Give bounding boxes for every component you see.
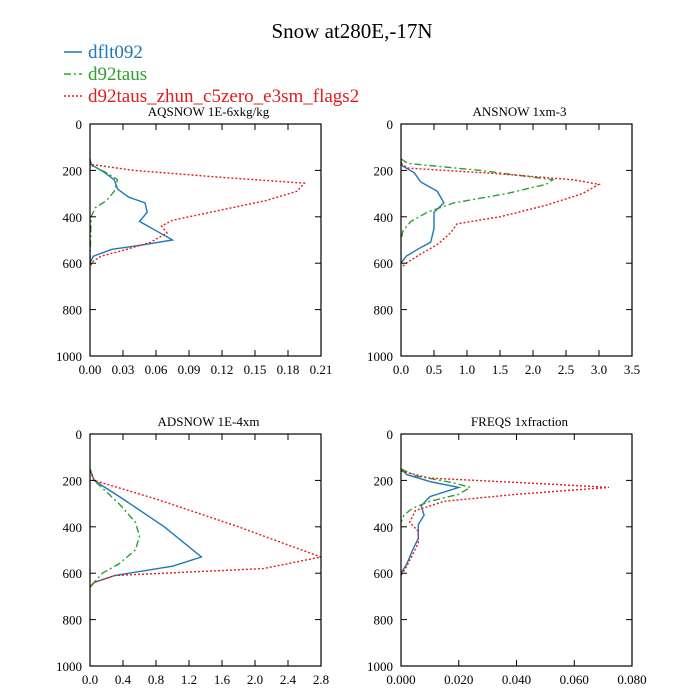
panel-frame-0 [89, 123, 322, 357]
y-tick-label-2-4: 800 [63, 613, 83, 628]
x-tick-label-2-7: 2.8 [313, 672, 329, 687]
x-tick-label-2-5: 2.0 [247, 672, 263, 687]
x-tick-label-0-0: 0.00 [79, 362, 102, 377]
panel-frame-3 [400, 433, 633, 667]
legend-label-0: dflt092 [88, 42, 143, 63]
x-tick-label-2-2: 0.8 [148, 672, 164, 687]
panel-frame-2 [89, 433, 322, 667]
y-tick-label-1-1: 200 [374, 163, 394, 178]
x-tick-label-2-6: 2.4 [280, 672, 297, 687]
panels-grid: AQSNOW 1E-6xkg/kg0.00 0.03 0.06 0.09 0.12 0.1… [56, 104, 647, 687]
x-tick-label-3-4: 0.080 [617, 672, 646, 687]
x-tick-label-3-0: 0.000 [386, 672, 415, 687]
y-tick-label-2-3: 600 [63, 566, 83, 581]
y-tick-label-0-4: 800 [63, 303, 83, 318]
series-line-1-1 [401, 158, 555, 241]
y-tick-label-3-4: 800 [374, 613, 394, 628]
panel-2: ADSNOW 1E-4xm 0.0 0.4 0.8 1.2 1.6 2.0 2.4 2.8 0 20… [56, 414, 329, 687]
x-tick-label-2-0: 0.0 [82, 672, 98, 687]
x-tick-label-0-2: 0.06 [145, 362, 168, 377]
x-tick-label-1-2: 1.0 [459, 362, 475, 377]
series-line-3-2 [401, 470, 609, 576]
x-tick-label-2-1: 0.4 [115, 672, 132, 687]
legend: dflt092d92tausd92taus_zhun_c5zero_e3sm_f… [64, 42, 359, 107]
x-tick-label-1-4: 2.0 [525, 362, 541, 377]
series-line-2-1 [90, 468, 141, 588]
y-tick-label-2-5: 1000 [56, 659, 82, 674]
x-tick-label-1-0: 0.0 [393, 362, 409, 377]
panel-title-2: ADSNOW 1E-4xm [158, 414, 260, 429]
series-line-0-2 [90, 160, 307, 269]
figure-title: Snow at280E,-17N [272, 19, 433, 43]
y-tick-label-0-5: 1000 [56, 349, 82, 364]
legend-label-2: d92taus_zhun_c5zero_e3sm_flags2 [88, 86, 359, 107]
series-line-2-2 [90, 470, 321, 588]
y-tick-label-2-1: 200 [63, 473, 83, 488]
panel-title-3: FREQS 1xfraction [471, 414, 569, 429]
y-tick-label-2-2: 400 [63, 520, 83, 535]
panel-0: AQSNOW 1E-6xkg/kg 0.00 0.03 0.06 0.09 0.12 0.1… [56, 104, 332, 377]
y-tick-label-3-1: 200 [374, 473, 394, 488]
y-tick-label-1-3: 600 [374, 256, 394, 271]
x-tick-label-3-1: 0.020 [444, 672, 473, 687]
y-tick-label-2-0: 0 [76, 427, 83, 442]
x-tick-label-2-4: 1.6 [214, 672, 231, 687]
series-line-2-0 [90, 468, 203, 588]
x-tick-label-1-3: 1.5 [492, 362, 508, 377]
x-tick-label-0-4: 0.12 [211, 362, 234, 377]
x-tick-label-3-2: 0.040 [502, 672, 531, 687]
x-tick-label-1-6: 3.0 [591, 362, 607, 377]
y-tick-label-3-5: 1000 [367, 659, 393, 674]
panel-title-1: ANSNOW 1xm-3 [472, 104, 566, 119]
series-line-1-0 [401, 160, 445, 264]
x-tick-label-0-3: 0.09 [178, 362, 201, 377]
x-tick-label-0-1: 0.03 [112, 362, 135, 377]
x-tick-label-3-3: 0.060 [560, 672, 589, 687]
y-tick-label-3-2: 400 [374, 520, 394, 535]
x-tick-label-1-1: 0.5 [426, 362, 442, 377]
y-tick-label-0-3: 600 [63, 256, 83, 271]
series-line-1-2 [401, 162, 602, 269]
series-line-0-0 [90, 158, 175, 264]
panel-1: ANSNOW 1xm-3 0.0 0.5 1.0 1.5 2.0 2.5 3.0 3.5 0 200… [367, 104, 640, 377]
series-line-3-0 [401, 468, 462, 574]
series-line-0-1 [90, 160, 119, 264]
y-tick-label-1-2: 400 [374, 210, 394, 225]
y-tick-label-0-1: 200 [63, 163, 83, 178]
y-tick-label-3-3: 600 [374, 566, 394, 581]
y-tick-label-1-0: 0 [387, 117, 394, 132]
panel-3: FREQS 1xfraction 0.000 0.020 0.040 0.060 0.08… [367, 414, 647, 687]
y-tick-label-3-0: 0 [387, 427, 394, 442]
y-tick-label-1-4: 800 [374, 303, 394, 318]
y-tick-label-0-2: 400 [63, 210, 83, 225]
y-tick-label-1-5: 1000 [367, 349, 393, 364]
x-tick-label-0-5: 0.15 [244, 362, 267, 377]
x-tick-label-1-7: 3.5 [624, 362, 640, 377]
legend-label-1: d92taus [88, 64, 147, 85]
x-tick-label-0-6: 0.18 [277, 362, 300, 377]
x-tick-label-2-3: 1.2 [181, 672, 197, 687]
panel-frame-1 [400, 123, 633, 357]
x-tick-label-0-7: 0.21 [310, 362, 333, 377]
panel-title-0: AQSNOW 1E-6xkg/kg [148, 104, 270, 119]
series-line-3-1 [401, 468, 473, 523]
x-tick-label-1-5: 2.5 [558, 362, 574, 377]
y-tick-label-0-0: 0 [76, 117, 83, 132]
